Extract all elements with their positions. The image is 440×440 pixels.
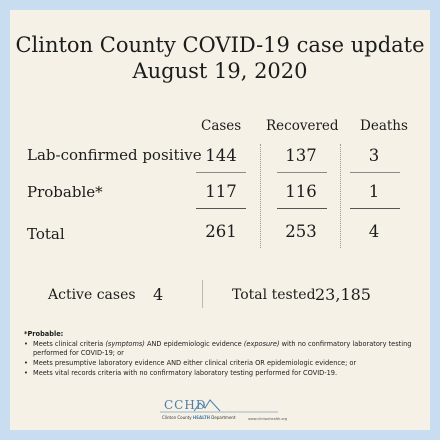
footnote-bullet: Meets clinical criteria (symptoms) AND e… [24,340,423,359]
divider-row2-deaths [350,208,400,209]
probable-deaths: 1 [368,182,380,201]
divider-row2-recovered [277,208,327,209]
row-label-lab-confirmed: Lab-confirmed positive [27,146,202,164]
column-separator [340,144,341,248]
total-tested-value: 23,185 [315,285,371,304]
divider-row1-recovered [277,172,327,173]
total-recovered: 253 [285,222,317,241]
logo-name-strong: HEALTH [192,415,211,420]
logo-acronym: CCHD [164,398,207,412]
cchd-logo: CCHD Clinton County HEALTH Department ww… [160,398,287,426]
mountain-icon [160,399,278,413]
footnote-bullet: Meets presumptive laboratory evidence AN… [24,359,423,369]
row-label-total: Total [27,225,65,243]
active-cases-value: 4 [153,285,164,304]
lab-confirmed-recovered: 137 [285,146,317,165]
update-card: Clinton County COVID-19 case update Augu… [10,10,430,430]
divider-row2-cases [196,208,246,209]
lab-confirmed-deaths: 3 [368,146,380,165]
logo-url: www.clintonhealth.org [248,417,288,421]
column-separator [260,144,261,248]
footnote-bullet: Meets vital records criteria with no con… [24,369,423,379]
logo-name-part: Clinton County [162,415,193,420]
divider-row1-deaths [350,172,400,173]
probable-recovered: 116 [285,182,317,201]
footnote-text: AND epidemiologic evidence [144,340,244,348]
logo-department-name: Clinton County HEALTH Department [162,415,236,420]
page-title: Clinton County COVID-19 case update [15,33,425,57]
footnote-emphasis: (symptoms) [105,340,145,348]
total-tested-label: Total tested [232,287,316,303]
footnote-text: Meets clinical criteria [33,340,106,348]
lab-confirmed-cases: 144 [205,146,237,165]
probable-cases: 117 [205,182,237,201]
update-date: August 19, 2020 [132,59,308,83]
row-label-probable: Probable* [27,183,103,201]
summary-divider [202,280,203,308]
footnote-text: Meets presumptive laboratory evidence AN… [33,359,357,367]
active-cases-label: Active cases [48,287,136,303]
footnote-emphasis: (exposure) [243,340,280,348]
footnote-text: with no confirmatory laboratory testing … [33,340,412,358]
total-deaths: 4 [368,222,380,241]
logo-name-part: Department [210,415,236,420]
footnote-text: Meets vital records criteria with no con… [33,369,338,377]
total-cases: 261 [205,222,237,241]
column-header-recovered: Recovered [266,118,339,134]
footnote-heading: *Probable: [24,330,64,338]
column-header-deaths: Deaths [360,118,408,134]
divider-row1-cases [196,172,246,173]
column-header-cases: Cases [201,118,242,134]
